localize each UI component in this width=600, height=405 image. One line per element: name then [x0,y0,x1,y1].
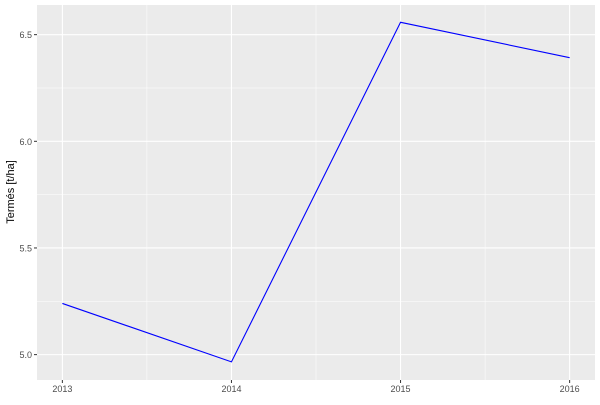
y-tick-label: 6.5 [19,30,32,40]
y-tick-label: 6.0 [19,137,32,147]
y-tick-label: 5.5 [19,243,32,253]
x-tick-label: 2013 [52,384,72,394]
y-axis-label: Termés [t/ha] [5,160,17,224]
x-tick-label: 2016 [560,384,580,394]
x-tick-label: 2014 [221,384,241,394]
series-line [62,21,570,363]
x-tick-label: 2015 [391,384,411,394]
y-tick-label: 5.0 [19,350,32,360]
